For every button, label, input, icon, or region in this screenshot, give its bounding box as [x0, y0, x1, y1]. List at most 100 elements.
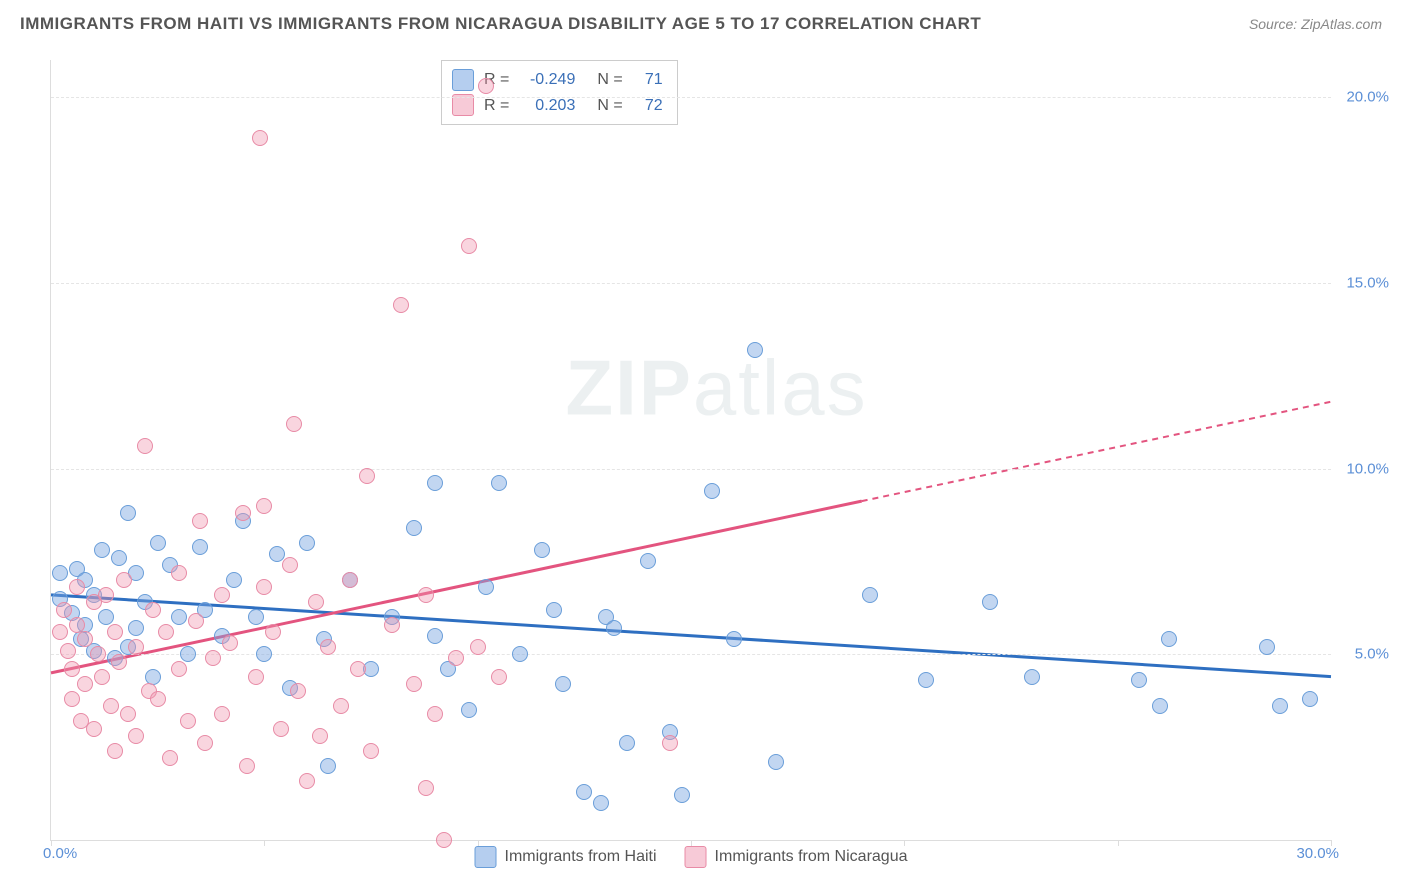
- data-point-haiti: [1272, 698, 1288, 714]
- data-point-nicaragua: [418, 587, 434, 603]
- data-point-haiti: [491, 475, 507, 491]
- data-point-nicaragua: [239, 758, 255, 774]
- data-point-haiti: [918, 672, 934, 688]
- data-point-haiti: [1161, 631, 1177, 647]
- source-attribution: Source: ZipAtlas.com: [1249, 16, 1382, 32]
- data-point-nicaragua: [128, 728, 144, 744]
- data-point-nicaragua: [188, 613, 204, 629]
- data-point-nicaragua: [90, 646, 106, 662]
- x-axis-tick-mark: [1331, 840, 1332, 846]
- data-point-haiti: [427, 628, 443, 644]
- data-point-nicaragua: [64, 691, 80, 707]
- data-point-nicaragua: [384, 617, 400, 633]
- data-point-nicaragua: [158, 624, 174, 640]
- data-point-nicaragua: [448, 650, 464, 666]
- data-point-haiti: [98, 609, 114, 625]
- data-point-nicaragua: [116, 572, 132, 588]
- data-point-nicaragua: [214, 587, 230, 603]
- nicaragua-swatch-icon: [685, 846, 707, 868]
- x-axis-tick-mark: [264, 840, 265, 846]
- stats-value-r: -0.249: [519, 67, 575, 93]
- data-point-haiti: [1259, 639, 1275, 655]
- data-point-haiti: [171, 609, 187, 625]
- x-axis-tick-origin: 0.0%: [43, 845, 77, 862]
- data-point-nicaragua: [94, 669, 110, 685]
- data-point-nicaragua: [662, 735, 678, 751]
- data-point-nicaragua: [235, 505, 251, 521]
- gridline: [51, 97, 1331, 98]
- y-axis-tick-label: 20.0%: [1346, 89, 1389, 106]
- data-point-nicaragua: [265, 624, 281, 640]
- data-point-nicaragua: [98, 587, 114, 603]
- data-point-nicaragua: [333, 698, 349, 714]
- data-point-haiti: [982, 594, 998, 610]
- data-point-nicaragua: [69, 617, 85, 633]
- data-point-nicaragua: [359, 468, 375, 484]
- data-point-haiti: [192, 539, 208, 555]
- data-point-haiti: [145, 669, 161, 685]
- data-point-nicaragua: [214, 706, 230, 722]
- data-point-nicaragua: [491, 669, 507, 685]
- data-point-nicaragua: [107, 743, 123, 759]
- data-point-haiti: [180, 646, 196, 662]
- watermark: ZIPatlas: [566, 342, 868, 433]
- data-point-nicaragua: [120, 706, 136, 722]
- data-point-nicaragua: [273, 721, 289, 737]
- data-point-nicaragua: [52, 624, 68, 640]
- x-axis-tick-mark: [51, 840, 52, 846]
- data-point-nicaragua: [64, 661, 80, 677]
- data-point-haiti: [726, 631, 742, 647]
- data-point-nicaragua: [171, 565, 187, 581]
- data-point-nicaragua: [299, 773, 315, 789]
- data-point-nicaragua: [320, 639, 336, 655]
- x-axis-tick-mark: [691, 840, 692, 846]
- data-point-nicaragua: [342, 572, 358, 588]
- y-axis-tick-label: 10.0%: [1346, 460, 1389, 477]
- haiti-swatch-icon: [475, 846, 497, 868]
- x-axis-tick-mark: [478, 840, 479, 846]
- data-point-haiti: [461, 702, 477, 718]
- chart-title: IMMIGRANTS FROM HAITI VS IMMIGRANTS FROM…: [20, 14, 981, 34]
- y-axis-tick-label: 15.0%: [1346, 274, 1389, 291]
- data-point-nicaragua: [222, 635, 238, 651]
- gridline: [51, 283, 1331, 284]
- data-point-nicaragua: [363, 743, 379, 759]
- gridline: [51, 654, 1331, 655]
- data-point-haiti: [747, 342, 763, 358]
- data-point-nicaragua: [350, 661, 366, 677]
- legend-label: Immigrants from Nicaragua: [715, 848, 908, 866]
- gridline: [51, 469, 1331, 470]
- data-point-nicaragua: [256, 579, 272, 595]
- data-point-haiti: [94, 542, 110, 558]
- data-point-nicaragua: [470, 639, 486, 655]
- data-point-nicaragua: [192, 513, 208, 529]
- x-axis-tick-max: 30.0%: [1296, 845, 1339, 862]
- stats-label: N =: [597, 67, 622, 93]
- x-axis-tick-mark: [1118, 840, 1119, 846]
- data-point-haiti: [1131, 672, 1147, 688]
- data-point-haiti: [674, 787, 690, 803]
- data-point-nicaragua: [111, 654, 127, 670]
- y-axis-tick-label: 5.0%: [1355, 646, 1389, 663]
- data-point-haiti: [1302, 691, 1318, 707]
- scatter-plot-area: ZIPatlas R = -0.249 N = 71 R = 0.203 N =…: [50, 60, 1331, 841]
- data-point-nicaragua: [282, 557, 298, 573]
- data-point-nicaragua: [252, 130, 268, 146]
- data-point-haiti: [248, 609, 264, 625]
- data-point-haiti: [226, 572, 242, 588]
- data-point-haiti: [406, 520, 422, 536]
- data-point-haiti: [768, 754, 784, 770]
- x-axis-tick-mark: [904, 840, 905, 846]
- data-point-nicaragua: [60, 643, 76, 659]
- data-point-nicaragua: [418, 780, 434, 796]
- data-point-nicaragua: [205, 650, 221, 666]
- data-point-haiti: [120, 505, 136, 521]
- data-point-haiti: [576, 784, 592, 800]
- data-point-haiti: [862, 587, 878, 603]
- data-point-nicaragua: [461, 238, 477, 254]
- data-point-nicaragua: [256, 498, 272, 514]
- legend-label: Immigrants from Haiti: [505, 848, 657, 866]
- data-point-nicaragua: [56, 602, 72, 618]
- data-point-nicaragua: [103, 698, 119, 714]
- data-point-nicaragua: [137, 438, 153, 454]
